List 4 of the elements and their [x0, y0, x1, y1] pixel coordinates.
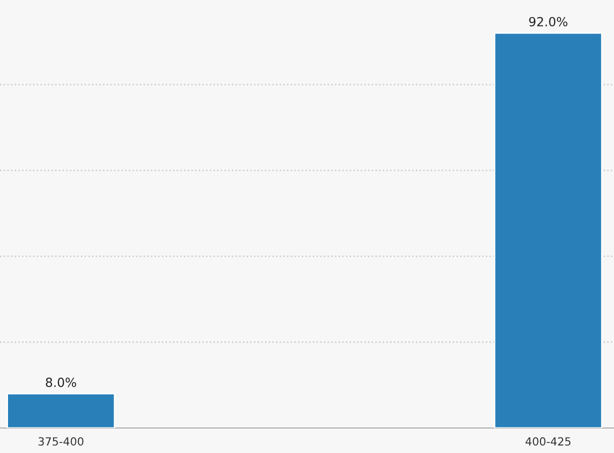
data-label: 8.0% [46, 378, 76, 388]
data-label: 92.0% [529, 16, 568, 26]
x-tick-label: 375-400 [38, 437, 84, 446]
x-tick-label: 400-425 [526, 437, 570, 446]
